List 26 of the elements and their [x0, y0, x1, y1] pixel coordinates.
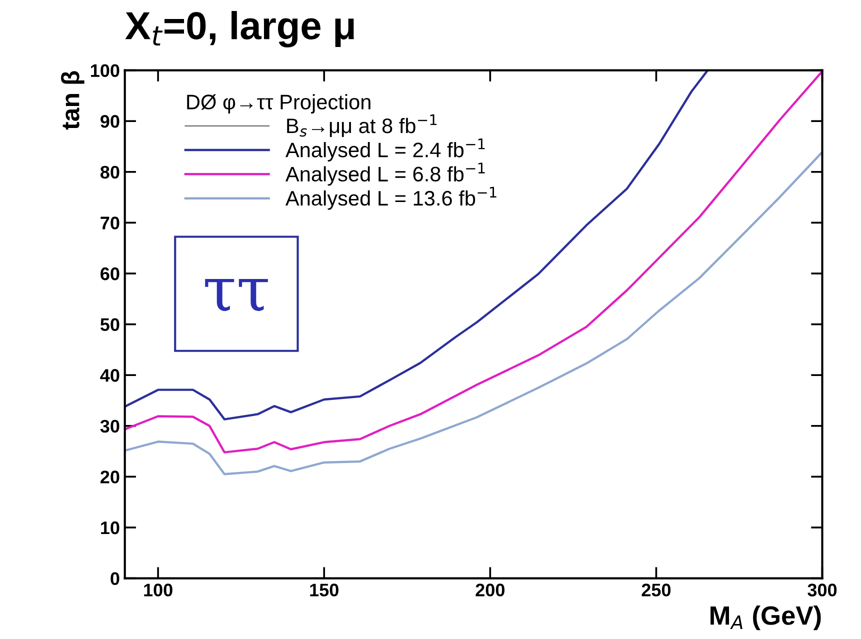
x-tick-label: 150 [310, 584, 338, 596]
y-tick-label: 80 [100, 166, 120, 179]
legend-label: Analysed L = 2.4 fb$^{−1}$ [285, 138, 485, 162]
y-tick-label: 40 [100, 369, 120, 382]
legend-title: DØ φ→ττ Projection [187, 94, 370, 114]
x-tick-label: 100 [144, 584, 172, 596]
legend-label: Analysed L = 6.8 fb$^{−1}$ [285, 162, 485, 186]
y-tick-label: 60 [100, 267, 120, 280]
y-tick-label: 70 [100, 216, 120, 230]
line-series [124, 70, 709, 420]
y-tick-label: 30 [100, 420, 120, 433]
y-tick-label: 100 [91, 64, 120, 78]
y-tick-label: 20 [100, 470, 120, 484]
x-tick-label: 200 [476, 584, 504, 596]
x-tick-label: 250 [642, 584, 671, 596]
y-tick-label: 0 [110, 572, 120, 586]
annotation: ττ [205, 278, 268, 312]
x-axis-title: M$_{A}$ (GeV) [710, 606, 821, 630]
y-tick-label: 90 [100, 115, 120, 128]
legend-label: B$_{s}$→μμ at 8 fb$^{−1}$ [287, 114, 437, 138]
chart-title: X$_{t}$=0, large μ [125, 10, 354, 48]
y-tick-label: 10 [101, 521, 120, 534]
y-axis-title: tan β [61, 71, 84, 130]
x-tick-label: 300 [808, 584, 837, 596]
legend-label: Analysed L = 13.6 fb$^{−1}$ [285, 186, 496, 210]
y-tick-label: 50 [100, 318, 120, 332]
